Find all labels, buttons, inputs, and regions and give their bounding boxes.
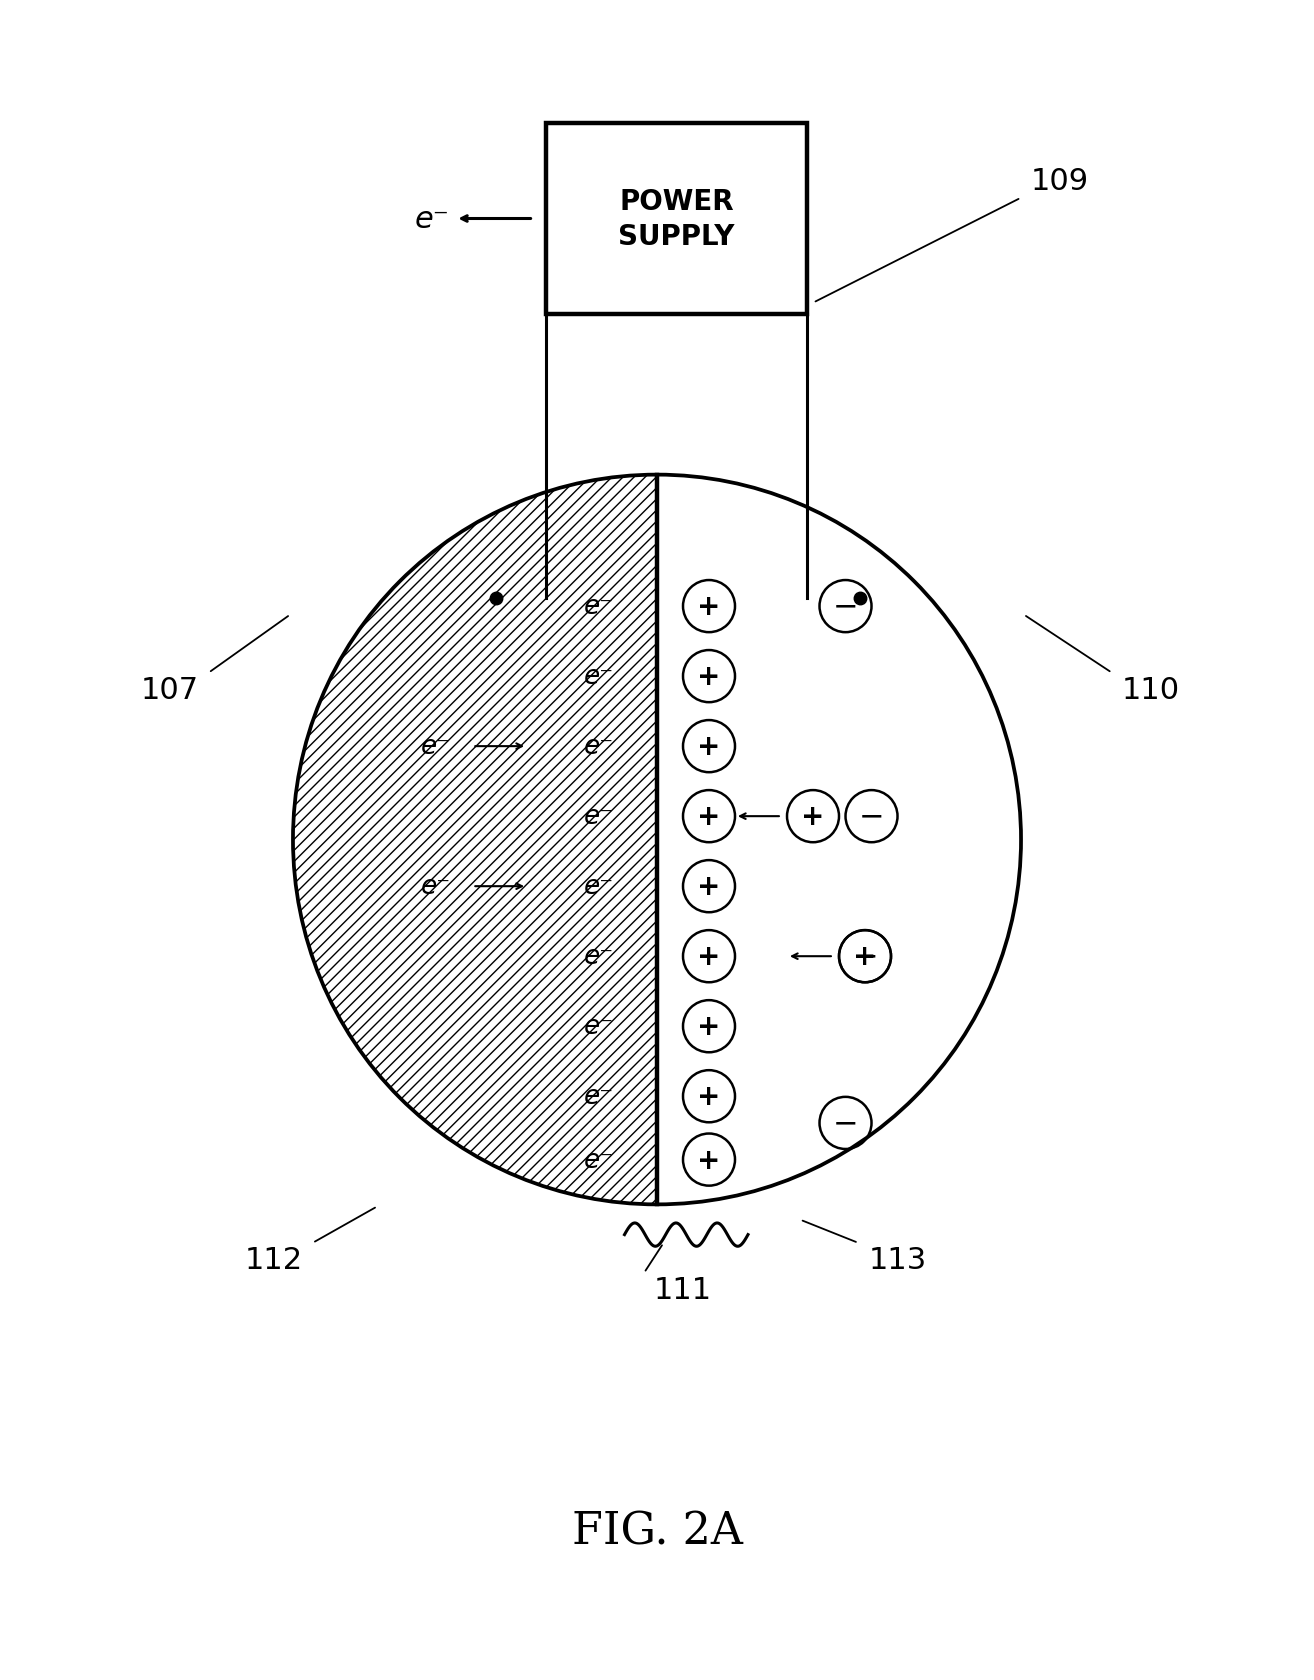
Text: +: +: [698, 803, 720, 830]
Text: +: +: [698, 1146, 720, 1174]
Text: e⁻: e⁻: [583, 874, 614, 900]
Text: −: −: [853, 942, 878, 971]
Text: +: +: [698, 1013, 720, 1040]
Polygon shape: [293, 475, 657, 1205]
Text: 113: 113: [869, 1245, 926, 1275]
Text: e⁻: e⁻: [583, 1084, 614, 1109]
Polygon shape: [657, 475, 1021, 1205]
Text: +: +: [853, 942, 876, 971]
Text: e⁻: e⁻: [583, 803, 614, 830]
Text: e⁻: e⁻: [583, 664, 614, 690]
Text: +: +: [698, 942, 720, 971]
Text: e⁻: e⁻: [583, 1013, 614, 1040]
Text: +: +: [698, 593, 720, 620]
Text: +: +: [698, 662, 720, 690]
Text: −: −: [859, 801, 884, 832]
Text: +: +: [698, 1082, 720, 1110]
Text: FIG. 2A: FIG. 2A: [572, 1510, 742, 1552]
Text: 107: 107: [141, 675, 198, 704]
Text: e⁻: e⁻: [583, 944, 614, 969]
Text: +: +: [802, 803, 825, 830]
Text: 111: 111: [654, 1275, 712, 1304]
Text: e⁻: e⁻: [583, 734, 614, 759]
Text: e⁻: e⁻: [420, 874, 451, 900]
Text: e⁻: e⁻: [583, 593, 614, 620]
Text: +: +: [698, 872, 720, 900]
Text: −: −: [833, 1109, 858, 1137]
Text: e⁻: e⁻: [583, 1147, 614, 1173]
Text: 112: 112: [244, 1245, 302, 1275]
Text: POWER
SUPPLY: POWER SUPPLY: [619, 188, 735, 250]
Text: +: +: [698, 732, 720, 761]
Text: e⁻: e⁻: [420, 734, 451, 759]
Text: 109: 109: [1031, 168, 1089, 197]
FancyBboxPatch shape: [547, 124, 807, 316]
Text: 110: 110: [1122, 675, 1180, 704]
Text: −: −: [833, 593, 858, 622]
Text: e⁻: e⁻: [414, 205, 449, 234]
